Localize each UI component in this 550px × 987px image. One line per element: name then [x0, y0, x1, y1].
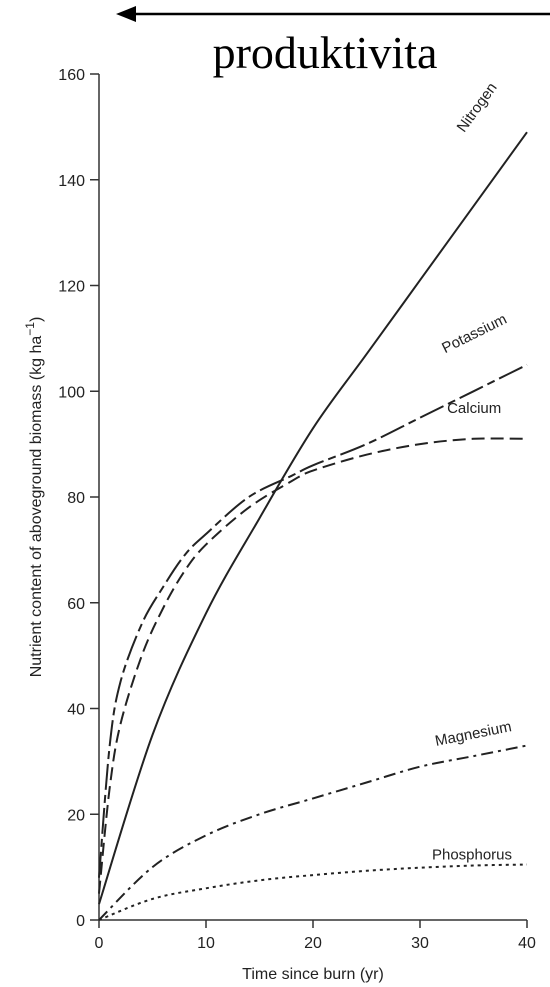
- y-tick-label: 120: [58, 279, 85, 296]
- y-tick-label: 160: [58, 67, 85, 84]
- series-label-phosphorus: Phosphorus: [432, 846, 512, 863]
- banner-text: produktivita: [213, 27, 438, 78]
- y-axis-title: Nutrient content of aboveground biomass …: [23, 317, 45, 678]
- series-line-phosphorus: [98, 863, 528, 921]
- y-tick-label: 100: [58, 384, 85, 401]
- series-labels: Nitrogen Potassium Calcium Magnesium Phospho…: [432, 80, 513, 864]
- series-lines: [98, 131, 528, 921]
- x-tick-label: 40: [518, 935, 536, 952]
- series-label-potassium: Potassium: [439, 311, 509, 357]
- left-arrow-icon: [116, 6, 550, 22]
- y-tick-label: 40: [67, 702, 85, 719]
- y-axis-title-main: Nutrient content of aboveground biomass …: [28, 336, 45, 678]
- y-tick-label: 20: [67, 807, 85, 824]
- series-label-calcium: Calcium: [447, 400, 501, 417]
- y-tick-label: 80: [67, 490, 85, 507]
- series-label-magnesium: Magnesium: [434, 718, 513, 750]
- x-tick-label: 0: [95, 935, 104, 952]
- y-tick-label: 60: [67, 596, 85, 613]
- series-line-potassium: [98, 363, 528, 878]
- y-tick-label: 0: [76, 913, 85, 930]
- series-line-magnesium: [98, 744, 528, 921]
- y-axis-title-close: ): [28, 317, 45, 322]
- x-tick-label: 30: [411, 935, 429, 952]
- series-line-nitrogen: [98, 131, 528, 905]
- x-tick-label: 20: [304, 935, 322, 952]
- series-line-calcium: [98, 437, 528, 894]
- x-ticks: 0 10 20 30 40: [95, 920, 536, 952]
- x-axis-title: Time since burn (yr): [242, 966, 384, 983]
- x-tick-label: 10: [197, 935, 215, 952]
- y-axis-title-sup: −1: [23, 322, 37, 336]
- series-label-nitrogen: Nitrogen: [454, 80, 501, 136]
- y-ticks: 0 20 40 60 80 100 120 140 160: [58, 67, 99, 930]
- y-tick-label: 140: [58, 173, 85, 190]
